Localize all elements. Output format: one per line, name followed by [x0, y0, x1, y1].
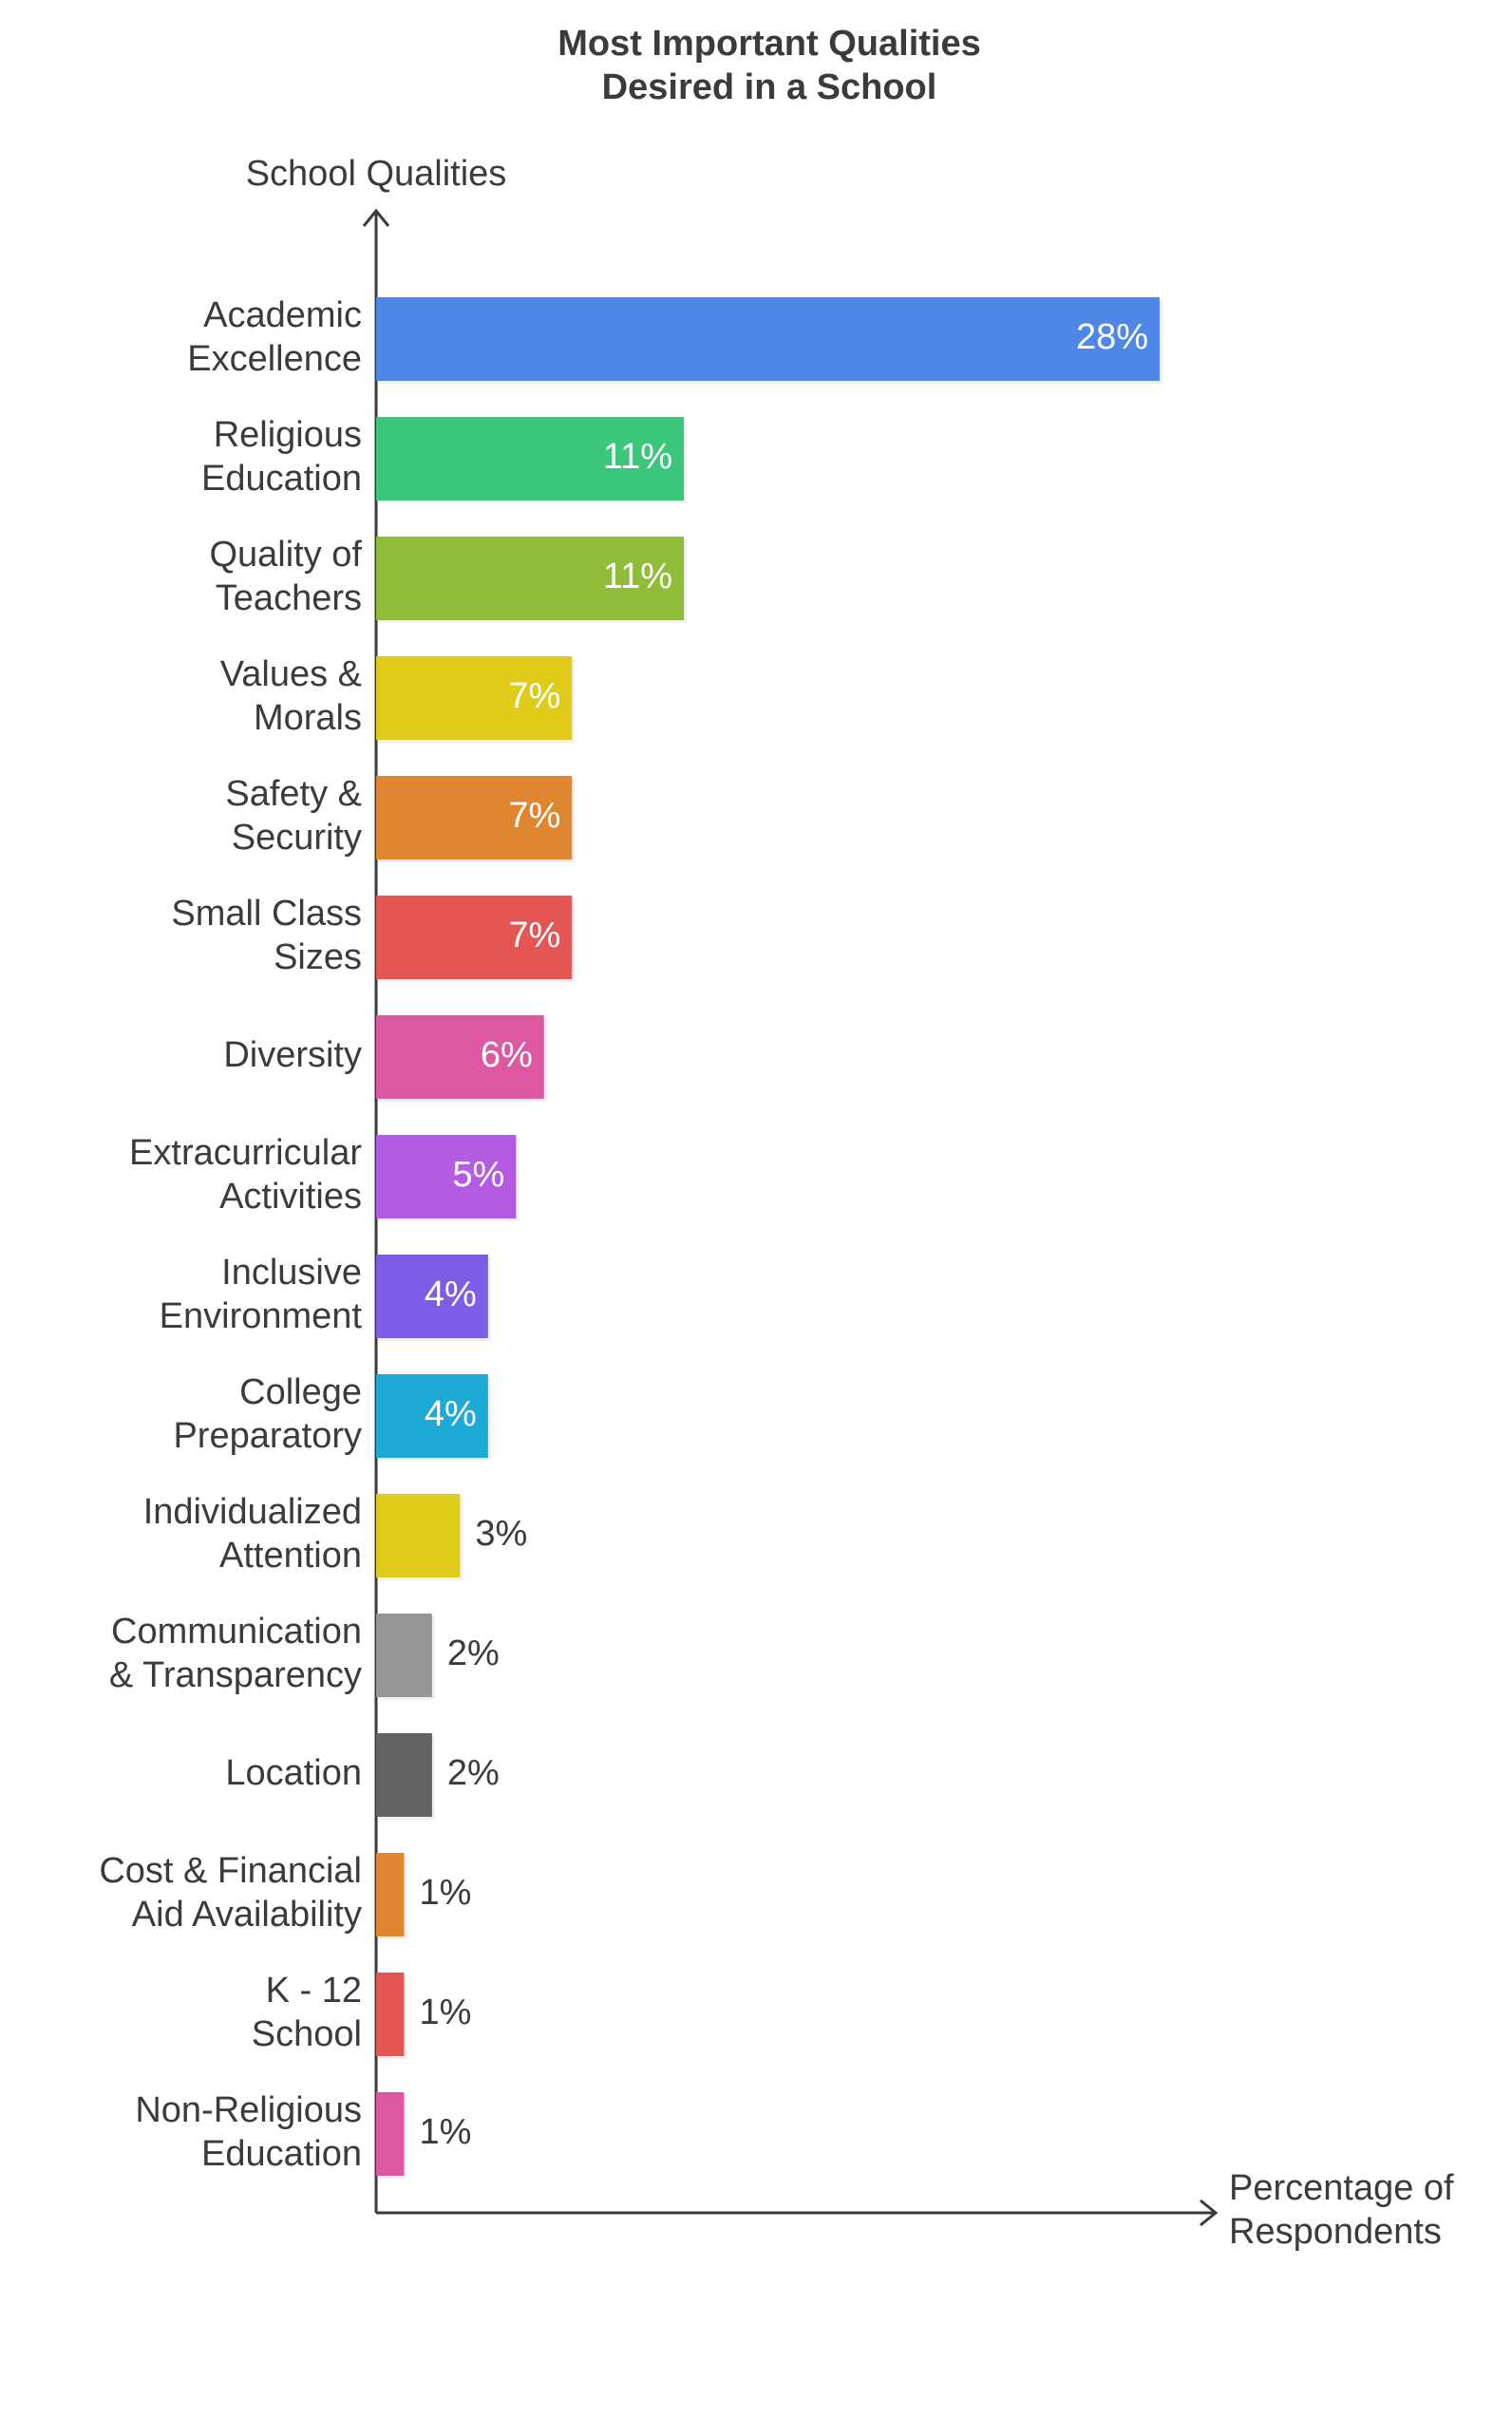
x-axis-title: Percentage of Respondents: [1229, 2168, 1454, 2252]
value-label: 6%: [481, 1035, 533, 1075]
category-label: Communication & Transparency: [109, 1612, 362, 1695]
value-label: 11%: [603, 557, 672, 596]
value-label: 4%: [425, 1394, 477, 1434]
value-label: 7%: [508, 796, 560, 836]
chart-title-text: Most Important Qualities Desired in a Sch…: [558, 24, 980, 107]
category-label: College Preparatory: [173, 1372, 362, 1456]
category-label: Diversity: [223, 1035, 362, 1075]
bar: [376, 1135, 517, 1218]
bar: [376, 896, 573, 979]
value-label: 4%: [425, 1275, 477, 1314]
bar: [376, 297, 1160, 381]
bar: [376, 1733, 432, 1817]
bar: [376, 1494, 461, 1577]
bar: [376, 1015, 544, 1099]
value-label: 2%: [447, 1633, 500, 1673]
value-label: 3%: [475, 1514, 527, 1554]
y-axis-title: School Qualities: [246, 154, 507, 194]
bar: [376, 776, 573, 859]
value-label: 5%: [452, 1155, 504, 1195]
value-label: 2%: [447, 1753, 500, 1793]
category-label: Non-Religious Education: [135, 2090, 362, 2174]
bar: [376, 1255, 488, 1338]
category-label: K - 12 School: [252, 1971, 362, 2054]
value-label: 1%: [419, 2112, 471, 2152]
value-label: 7%: [508, 676, 560, 716]
value-label: 7%: [508, 916, 560, 955]
bar: [376, 1853, 405, 1936]
category-label: Small Class Sizes: [171, 894, 362, 977]
category-label: Safety & Security: [225, 774, 362, 858]
bar: [376, 417, 685, 500]
bar: [376, 656, 573, 740]
category-label: Academic Excellence: [187, 295, 362, 379]
value-label: 11%: [603, 437, 672, 477]
chart-title: Most Important Qualities Desired in a Sch…: [558, 24, 980, 107]
category-label: Values & Morals: [220, 654, 362, 738]
bar: [376, 2092, 405, 2176]
category-label: Quality of Teachers: [209, 535, 362, 618]
bar: [376, 1374, 488, 1458]
chart-axes: School Qualities Percentage of Respondents: [246, 154, 1454, 2252]
category-label: Religious Education: [201, 415, 362, 499]
value-labels: 28% 11% 11% 7% 7% 7% 6% 5% 4% 4% 3% 2% 2% 1% 1% 1%: [419, 317, 1148, 2152]
category-label: Location: [225, 1753, 362, 1793]
value-label: 1%: [419, 1873, 471, 1913]
value-label: 28%: [1076, 317, 1148, 357]
bar: [376, 537, 685, 620]
category-label: Inclusive Environment: [160, 1253, 363, 1336]
y-axis-arrow-icon: [362, 208, 390, 227]
category-label: Extracurricular Activities: [129, 1133, 362, 1217]
value-label: 1%: [419, 1992, 471, 2032]
x-axis-arrow-icon: [1200, 2199, 1219, 2227]
bar: [376, 1614, 432, 1697]
category-labels: Academic Excellence Religious Education Qual…: [99, 295, 362, 2174]
category-label: Cost & Financial Aid Availability: [99, 1851, 362, 1935]
category-label: Individualized Attention: [143, 1492, 362, 1576]
bar: [376, 1973, 405, 2056]
chart-bars: [376, 297, 1162, 2179]
